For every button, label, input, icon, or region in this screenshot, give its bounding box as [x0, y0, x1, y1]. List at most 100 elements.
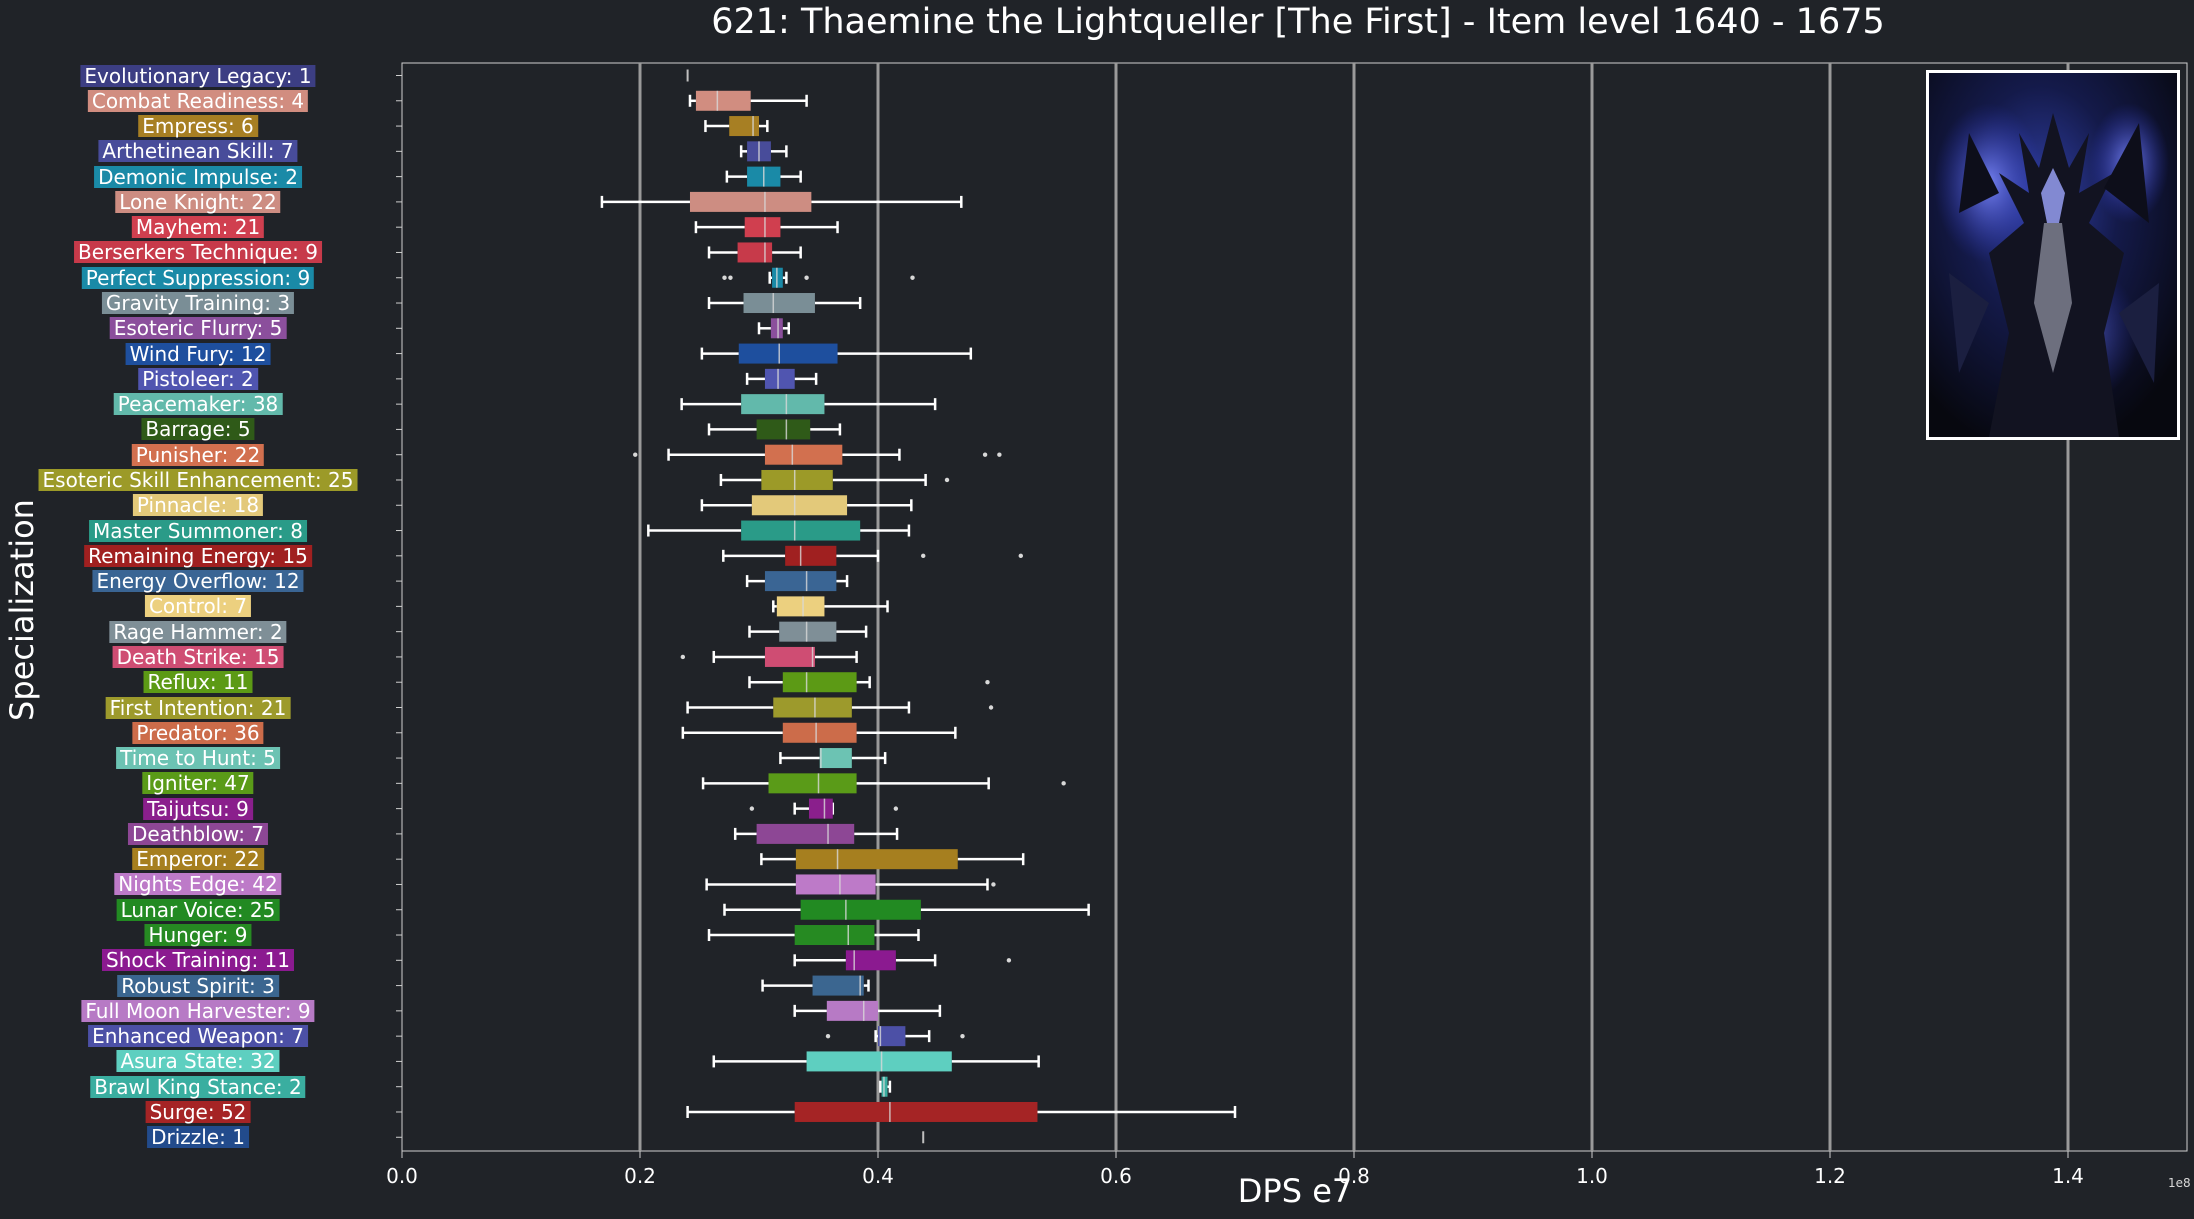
specialization-label: Remaining Energy: 15: [84, 544, 312, 567]
x-axis-scale-note: 1e8: [2168, 1176, 2191, 1190]
specialization-label: Deathblow: 7: [127, 822, 269, 845]
specialization-label: Lunar Voice: 25: [116, 898, 280, 921]
outlier-point: [991, 882, 996, 887]
specialization-label: Evolutionary Legacy: 1: [80, 64, 316, 87]
outlier-point: [722, 275, 727, 280]
outlier-point: [921, 553, 926, 559]
specialization-label: Gravity Training: 3: [101, 292, 295, 315]
specialization-label: Arthetinean Skill: 7: [98, 140, 298, 163]
x-tick-label: 1.4: [2052, 1164, 2084, 1188]
outlier-point: [1018, 553, 1023, 559]
iqr-box: [806, 1051, 952, 1072]
specialization-label: Punisher: 22: [131, 443, 265, 466]
iqr-box: [794, 925, 875, 946]
specialization-label: Igniter: 47: [142, 772, 254, 795]
specialization-label: Predator: 36: [132, 721, 264, 744]
specialization-label: Perfect Suppression: 9: [81, 266, 315, 289]
iqr-box: [741, 394, 825, 415]
specialization-label: Master Summoner: 8: [89, 519, 307, 542]
iqr-box: [764, 368, 795, 389]
specialization-label: Empress: 6: [138, 115, 258, 138]
chart-title: 621: Thaemine the Lightqueller [The Firs…: [711, 2, 1885, 42]
iqr-box: [743, 293, 815, 314]
iqr-box: [737, 242, 773, 263]
outlier-point: [1006, 958, 1012, 963]
outlier-point: [749, 806, 755, 811]
iqr-box: [795, 874, 876, 895]
x-tick-label: 0.4: [862, 1164, 894, 1188]
iqr-box: [779, 621, 837, 642]
boss-portrait: [1926, 70, 2180, 440]
outlier-point: [825, 1033, 831, 1039]
specialization-label: Death Strike: 15: [112, 645, 284, 668]
specialization-labels: Evolutionary Legacy: 1 Combat Readiness: …: [0, 0, 402, 1160]
iqr-box: [741, 520, 861, 541]
specialization-label: Pinnacle: 18: [132, 494, 264, 517]
specialization-label: Wind Fury: 12: [125, 342, 271, 365]
iqr-box: [782, 722, 857, 743]
specialization-label: Surge: 52: [145, 1100, 251, 1123]
iqr-box: [756, 823, 855, 844]
outlier-point: [910, 275, 915, 280]
specialization-label: First Intention: 21: [105, 696, 291, 719]
specialization-label: Peacemaker: 38: [113, 393, 283, 416]
outlier-point: [893, 806, 899, 811]
x-tick-label: 1.2: [1814, 1164, 1846, 1188]
specialization-label: Full Moon Harvester: 9: [81, 999, 315, 1022]
outlier-point: [997, 452, 1002, 457]
specialization-label: Mayhem: 21: [131, 216, 265, 239]
iqr-box: [751, 495, 848, 516]
plot-frame: [401, 62, 2188, 1152]
outlier-point: [804, 275, 809, 280]
outlier-point: [944, 477, 950, 483]
specialization-label: Taijutsu: 9: [143, 797, 253, 820]
specialization-label: Lone Knight: 22: [115, 190, 281, 213]
iqr-box: [819, 748, 852, 769]
iqr-box: [744, 217, 781, 238]
iqr-box: [764, 571, 837, 592]
specialization-label: Nights Edge: 42: [114, 873, 282, 896]
x-tick-label: 1.0: [1576, 1164, 1608, 1188]
iqr-box: [782, 672, 857, 693]
iqr-box: [695, 90, 751, 111]
specialization-label: Emperor: 22: [132, 848, 264, 871]
specialization-label: Enhanced Weapon: 7: [88, 1025, 308, 1048]
x-tick-label: 0.0: [386, 1164, 418, 1188]
specialization-label: Control: 7: [144, 595, 252, 618]
outlier-point: [1061, 781, 1066, 786]
specialization-label: Robust Spirit: 3: [117, 974, 279, 997]
iqr-box: [738, 343, 838, 364]
specialization-label: Shock Training: 11: [101, 949, 295, 972]
iqr-box: [826, 1000, 878, 1021]
iqr-box: [764, 646, 815, 667]
iqr-box: [878, 1026, 906, 1047]
outlier-point: [988, 705, 994, 710]
outlier-point: [985, 680, 990, 685]
specialization-label: Rage Hammer: 2: [109, 620, 287, 643]
outlier-point: [633, 452, 638, 457]
specialization-label: Berserkers Technique: 9: [74, 241, 322, 264]
specialization-label: Demonic Impulse: 2: [94, 165, 302, 188]
iqr-box: [795, 849, 958, 870]
outlier-point: [960, 1033, 965, 1039]
iqr-box: [776, 596, 825, 617]
x-tick-label: 0.2: [624, 1164, 656, 1188]
outlier-point: [728, 275, 733, 280]
x-axis-label: DPS e7: [1237, 1172, 1353, 1210]
specialization-label: Pistoleer: 2: [138, 367, 258, 390]
iqr-box: [785, 545, 837, 566]
specialization-label: Time to Hunt: 5: [116, 747, 280, 770]
specialization-label: Reflux: 11: [143, 671, 253, 694]
outlier-point: [982, 452, 988, 457]
specialization-label: Barrage: 5: [141, 418, 255, 441]
iqr-box: [773, 697, 852, 718]
specialization-label: Esoteric Flurry: 5: [109, 317, 287, 340]
x-tick-label: 0.6: [1100, 1164, 1132, 1188]
iqr-box: [794, 1101, 1038, 1122]
iqr-box: [689, 191, 812, 212]
outlier-point: [680, 654, 686, 660]
specialization-label: Esoteric Skill Enhancement: 25: [38, 468, 358, 491]
specialization-label: Drizzle: 1: [147, 1126, 249, 1149]
iqr-box: [800, 899, 921, 920]
